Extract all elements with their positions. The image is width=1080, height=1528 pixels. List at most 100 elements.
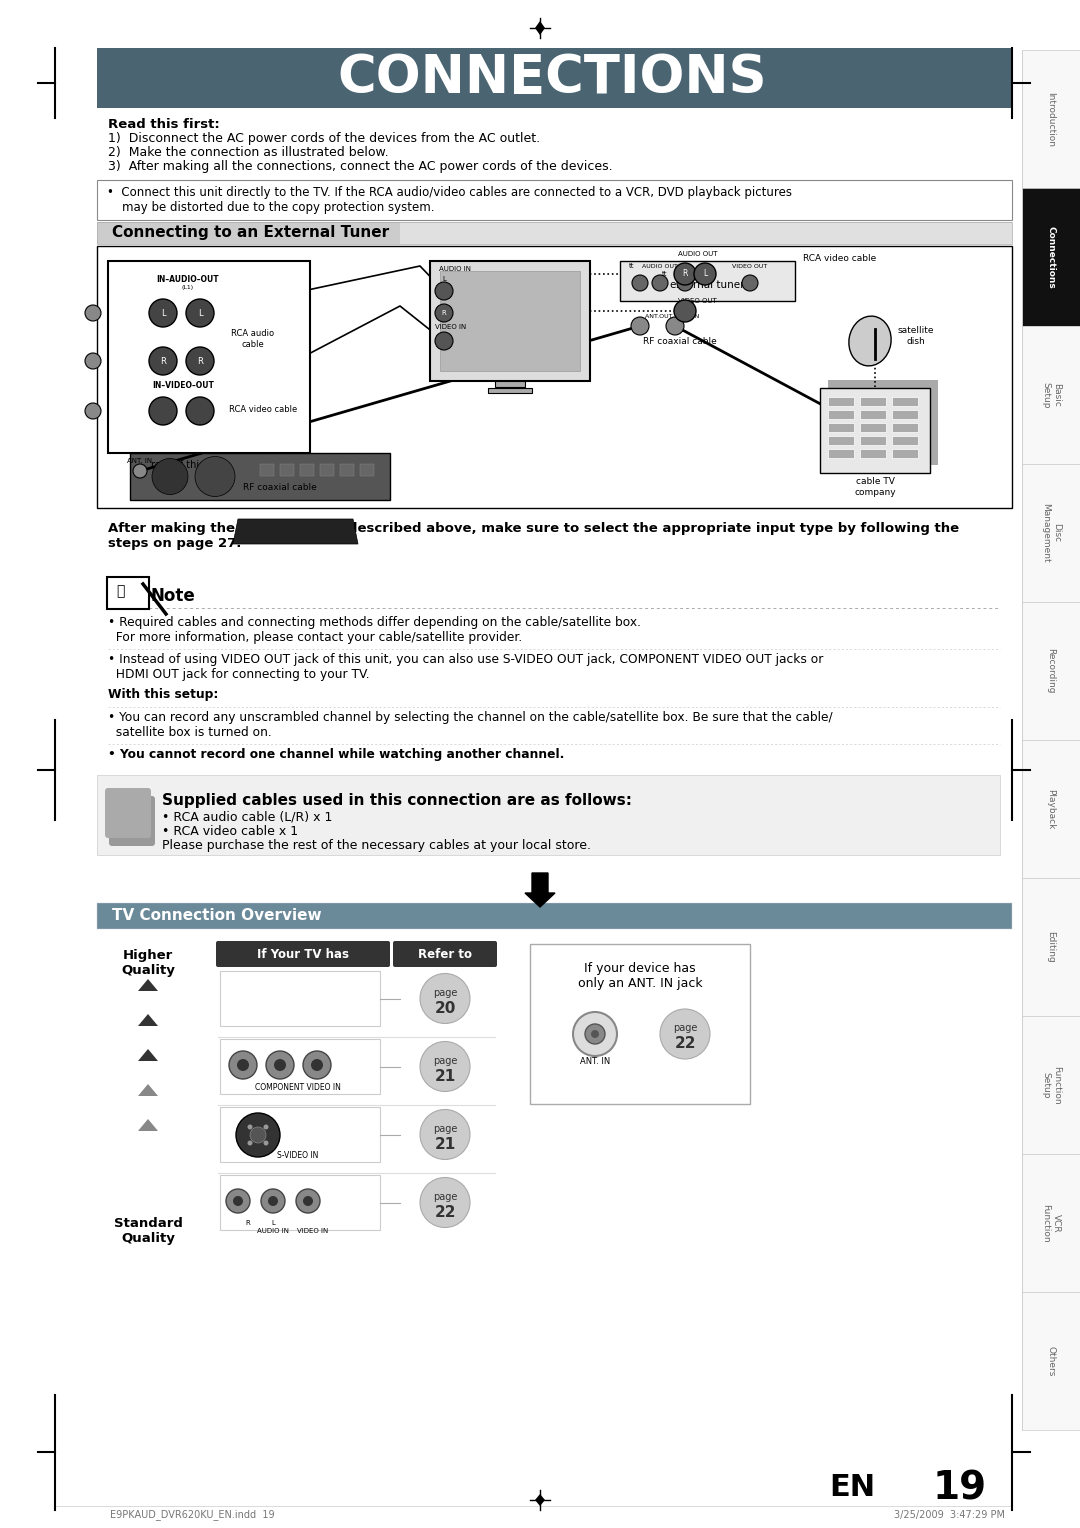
Polygon shape bbox=[535, 21, 545, 35]
Circle shape bbox=[186, 299, 214, 327]
Text: page: page bbox=[673, 1024, 698, 1033]
Circle shape bbox=[133, 465, 147, 478]
Text: Please purchase the rest of the necessary cables at your local store.: Please purchase the rest of the necessar… bbox=[162, 839, 591, 853]
Circle shape bbox=[632, 275, 648, 290]
Bar bbox=[360, 465, 374, 477]
Polygon shape bbox=[138, 1118, 158, 1131]
Text: VIDEO IN: VIDEO IN bbox=[297, 1229, 328, 1235]
Text: RF coaxial cable: RF coaxial cable bbox=[643, 336, 717, 345]
Circle shape bbox=[85, 403, 102, 419]
Circle shape bbox=[591, 1030, 599, 1038]
Text: VIDEO OUT: VIDEO OUT bbox=[732, 263, 768, 269]
Bar bbox=[892, 449, 918, 458]
Circle shape bbox=[631, 316, 649, 335]
Text: RF coaxial cable: RF coaxial cable bbox=[243, 483, 316, 492]
Circle shape bbox=[652, 275, 669, 290]
Text: If Your TV has: If Your TV has bbox=[257, 947, 349, 961]
Text: Refer to: Refer to bbox=[418, 947, 472, 961]
Polygon shape bbox=[138, 1015, 158, 1025]
Bar bbox=[892, 397, 918, 406]
Text: Introduction: Introduction bbox=[1047, 92, 1055, 147]
Text: Read this first:: Read this first: bbox=[108, 118, 219, 131]
Bar bbox=[220, 970, 380, 1025]
FancyBboxPatch shape bbox=[393, 941, 497, 967]
Text: HDMI IN: HDMI IN bbox=[271, 992, 322, 1002]
Bar bbox=[828, 423, 854, 432]
Circle shape bbox=[247, 1140, 253, 1146]
Circle shape bbox=[303, 1196, 313, 1206]
Bar bbox=[530, 944, 750, 1105]
Bar bbox=[828, 397, 854, 406]
Text: L: L bbox=[703, 269, 707, 278]
Circle shape bbox=[149, 347, 177, 374]
Text: R: R bbox=[160, 356, 166, 365]
Text: tt: tt bbox=[662, 270, 667, 277]
Circle shape bbox=[264, 1140, 269, 1146]
Bar bbox=[860, 397, 886, 406]
Text: L: L bbox=[442, 277, 446, 283]
Text: Supplied cables used in this connection are as follows:: Supplied cables used in this connection … bbox=[162, 793, 632, 808]
Circle shape bbox=[435, 304, 453, 322]
Text: AUDIO OUT: AUDIO OUT bbox=[678, 251, 717, 257]
Bar bbox=[1022, 465, 1080, 602]
Circle shape bbox=[420, 1042, 470, 1091]
Circle shape bbox=[311, 1059, 323, 1071]
Polygon shape bbox=[233, 520, 357, 544]
Bar bbox=[220, 1039, 380, 1094]
Bar bbox=[828, 449, 854, 458]
Circle shape bbox=[420, 973, 470, 1024]
Bar bbox=[860, 423, 886, 432]
Circle shape bbox=[229, 1051, 257, 1079]
Bar bbox=[620, 261, 795, 301]
Circle shape bbox=[85, 306, 102, 321]
Text: satellite
dish: satellite dish bbox=[897, 327, 934, 345]
Circle shape bbox=[152, 458, 188, 495]
Text: Disc
Management: Disc Management bbox=[1041, 503, 1061, 562]
Bar bbox=[495, 380, 525, 387]
Text: VCR
Function: VCR Function bbox=[1041, 1204, 1061, 1242]
Text: VIDEO IN: VIDEO IN bbox=[435, 324, 467, 330]
Bar bbox=[828, 410, 854, 419]
Text: S-VIDEO IN: S-VIDEO IN bbox=[278, 1151, 319, 1160]
Bar bbox=[400, 222, 1012, 244]
Bar bbox=[130, 452, 390, 500]
Circle shape bbox=[268, 1196, 278, 1206]
Text: 3)  After making all the connections, connect the AC power cords of the devices.: 3) After making all the connections, con… bbox=[108, 160, 612, 173]
Circle shape bbox=[264, 1125, 269, 1129]
Bar bbox=[1022, 1154, 1080, 1293]
Text: 22: 22 bbox=[434, 1206, 456, 1219]
Bar bbox=[820, 388, 930, 474]
Text: (L1): (L1) bbox=[181, 284, 194, 289]
Text: RCA audio
cable: RCA audio cable bbox=[231, 330, 274, 348]
Circle shape bbox=[186, 397, 214, 425]
Polygon shape bbox=[138, 1050, 158, 1060]
Text: external tuner: external tuner bbox=[671, 280, 745, 290]
Text: Playback: Playback bbox=[1047, 788, 1055, 830]
Text: page: page bbox=[433, 1123, 457, 1134]
Circle shape bbox=[85, 353, 102, 368]
Bar bbox=[440, 270, 580, 371]
Text: Basic
Setup: Basic Setup bbox=[1041, 382, 1061, 408]
Text: R: R bbox=[683, 269, 688, 278]
Circle shape bbox=[420, 1109, 470, 1160]
Bar bbox=[97, 775, 1000, 856]
Text: E9PKAUD_DVR620KU_EN.indd  19: E9PKAUD_DVR620KU_EN.indd 19 bbox=[110, 1510, 274, 1520]
Text: With this setup:: With this setup: bbox=[108, 688, 218, 701]
Text: • You can record any unscrambled channel by selecting the channel on the cable/s: • You can record any unscrambled channel… bbox=[108, 711, 833, 740]
FancyBboxPatch shape bbox=[105, 788, 151, 837]
Circle shape bbox=[237, 1059, 249, 1071]
Text: EN: EN bbox=[828, 1473, 875, 1502]
Text: Function
Setup: Function Setup bbox=[1041, 1065, 1061, 1105]
Circle shape bbox=[303, 1051, 330, 1079]
Text: Standard
Quality: Standard Quality bbox=[113, 1216, 183, 1245]
Bar bbox=[488, 388, 532, 393]
Circle shape bbox=[247, 1125, 253, 1129]
Circle shape bbox=[226, 1189, 249, 1213]
Text: R: R bbox=[245, 1219, 251, 1225]
Circle shape bbox=[585, 1024, 605, 1044]
Text: AUDIO IN: AUDIO IN bbox=[438, 266, 471, 272]
Circle shape bbox=[435, 283, 453, 299]
Circle shape bbox=[261, 1189, 285, 1213]
Text: RCA video cable: RCA video cable bbox=[229, 405, 297, 414]
Polygon shape bbox=[138, 1083, 158, 1096]
